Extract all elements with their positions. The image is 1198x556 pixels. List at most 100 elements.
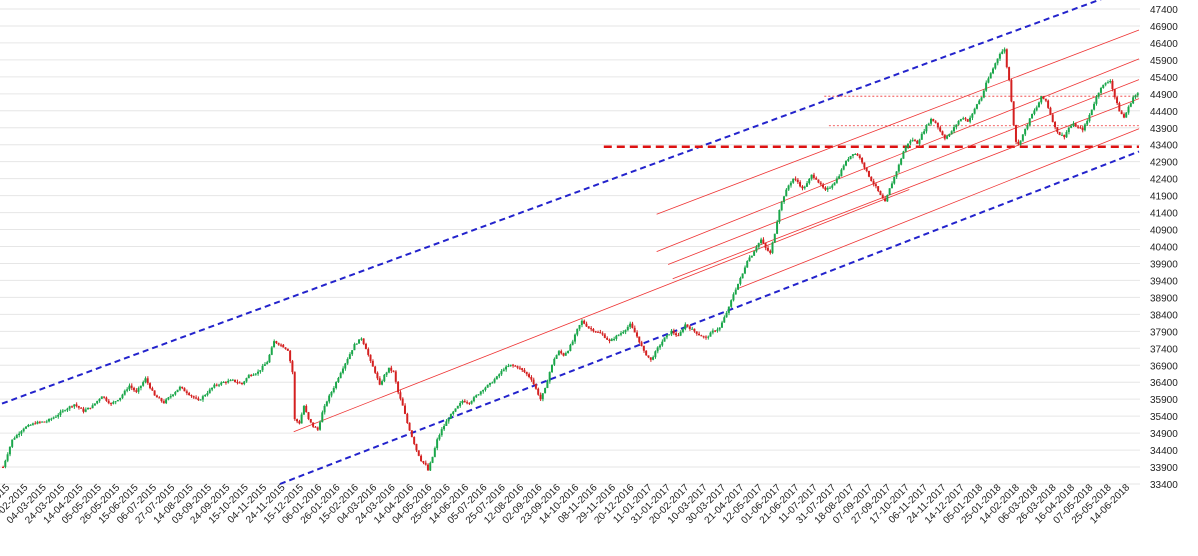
- candle-body: [612, 338, 615, 340]
- candle-body: [787, 185, 790, 190]
- candle-body: [656, 347, 659, 352]
- candle-body: [229, 380, 232, 382]
- candle-body: [1090, 109, 1093, 115]
- candle-body: [925, 125, 928, 132]
- candle-body: [18, 433, 21, 436]
- candle-body: [341, 368, 344, 373]
- trend-line: [656, 58, 1140, 252]
- candle-body: [479, 391, 482, 395]
- candle-body: [1132, 97, 1135, 104]
- candle-body: [950, 131, 953, 134]
- candle-body: [1010, 80, 1013, 102]
- candle-body: [778, 209, 781, 222]
- candle-body: [256, 371, 259, 374]
- candle-body: [750, 255, 753, 258]
- candle-body: [431, 456, 434, 463]
- candle-body: [190, 395, 193, 397]
- candle-body: [601, 333, 604, 335]
- candle-body: [142, 382, 145, 386]
- candle-body: [562, 353, 565, 356]
- candle-body: [514, 365, 517, 367]
- candle-body: [316, 427, 319, 430]
- candle-body: [121, 394, 124, 398]
- candle-body: [1129, 103, 1132, 107]
- candle-body: [461, 400, 464, 403]
- candle-body: [144, 378, 147, 383]
- candle-body: [822, 184, 825, 188]
- candle-body: [318, 422, 321, 430]
- candle-body: [369, 354, 372, 361]
- candle-body: [309, 419, 312, 423]
- candle-body: [146, 378, 149, 384]
- candle-body: [505, 366, 508, 370]
- candle-body: [998, 53, 1001, 59]
- candle-body: [753, 251, 756, 256]
- candle-body: [86, 407, 89, 410]
- y-tick-label: 45400: [1150, 73, 1178, 84]
- candle-body: [1118, 103, 1121, 112]
- candle-body: [727, 306, 730, 313]
- candle-body: [895, 171, 898, 177]
- y-tick-label: 34900: [1150, 429, 1178, 440]
- candle-body: [116, 400, 119, 402]
- candle-body: [415, 443, 418, 451]
- candle-body: [665, 334, 668, 338]
- candle-body: [194, 397, 197, 399]
- candle-body: [704, 336, 707, 338]
- candle-body: [502, 369, 505, 371]
- candle-body: [684, 324, 687, 330]
- candle-body: [417, 450, 420, 456]
- candle-body: [358, 339, 361, 344]
- candle-body: [670, 330, 673, 335]
- candle-body: [890, 183, 893, 189]
- candle-body: [957, 120, 960, 125]
- candle-body: [355, 343, 358, 345]
- candle-body: [810, 174, 813, 179]
- candle-body: [321, 412, 324, 423]
- candle-body: [378, 378, 381, 385]
- candle-body: [410, 430, 413, 438]
- candle-body: [550, 364, 553, 373]
- candle-body: [6, 454, 9, 461]
- candle-body: [482, 390, 485, 392]
- y-axis-ticks: 33400 33900 34400 34900 35400 35900 36400 36900…: [1150, 5, 1178, 491]
- candle-body: [640, 342, 643, 347]
- candle-body: [971, 113, 974, 118]
- candle-body: [576, 328, 579, 335]
- candle-body: [47, 419, 50, 422]
- candle-body: [603, 334, 606, 338]
- candle-body: [833, 182, 836, 186]
- y-tick-label: 35400: [1150, 412, 1178, 423]
- candle-body: [119, 397, 122, 401]
- candle-body: [1056, 127, 1059, 133]
- candle-body: [748, 257, 751, 262]
- candle-body: [1067, 127, 1070, 133]
- y-tick-label: 36400: [1150, 378, 1178, 389]
- candle-body: [959, 119, 962, 121]
- candle-body: [96, 400, 99, 404]
- candle-body: [1026, 125, 1029, 129]
- candle-body: [105, 397, 108, 401]
- candle-body: [73, 404, 76, 407]
- candle-body: [805, 183, 808, 187]
- candle-body: [1109, 81, 1112, 83]
- candle-body: [1019, 140, 1022, 145]
- candle-body: [463, 400, 466, 403]
- candle-body: [1122, 114, 1125, 118]
- candle-body: [858, 155, 861, 159]
- candle-body: [8, 446, 11, 455]
- candle-body: [709, 332, 712, 337]
- candle-body: [952, 127, 955, 132]
- candle-body: [511, 364, 514, 366]
- candle-body: [819, 182, 822, 185]
- candle-body: [445, 421, 448, 426]
- candle-body: [245, 378, 248, 382]
- candle-body: [1136, 93, 1139, 96]
- candle-body: [426, 464, 429, 471]
- candle-body: [773, 233, 776, 243]
- candle-body: [1024, 128, 1027, 135]
- candle-body: [610, 339, 613, 342]
- candle-body: [392, 370, 395, 372]
- candle-body: [1031, 113, 1034, 119]
